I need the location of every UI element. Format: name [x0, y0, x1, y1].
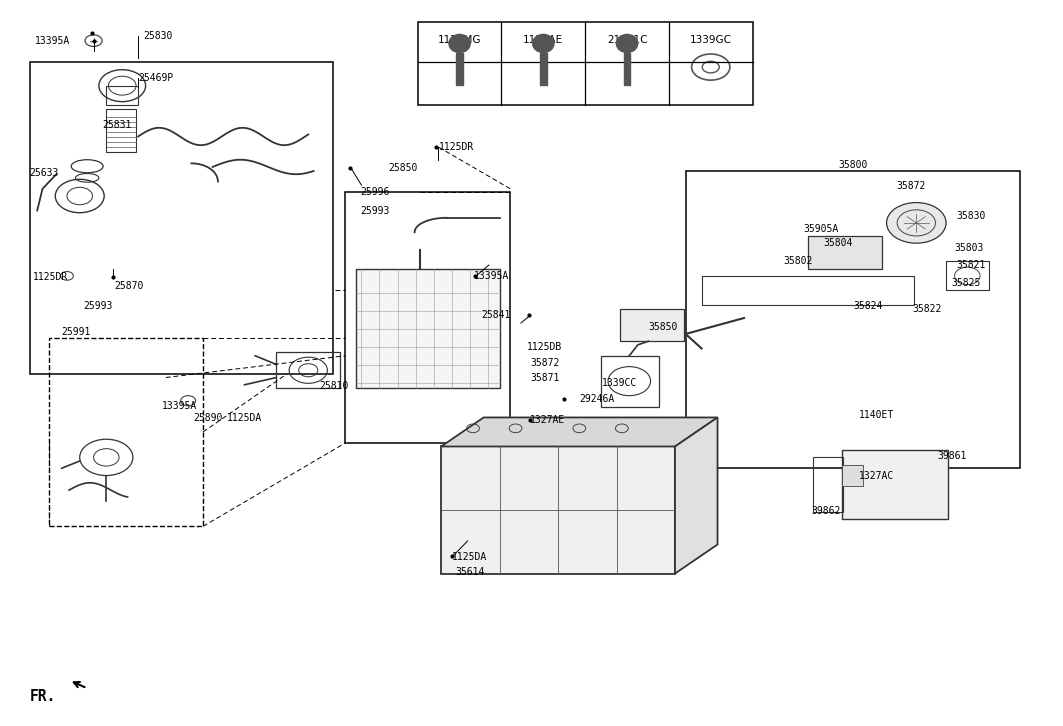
Bar — [808, 236, 882, 269]
Bar — [540, 52, 546, 85]
Text: 35614: 35614 — [455, 567, 485, 577]
Ellipse shape — [533, 34, 554, 52]
Text: 35830: 35830 — [957, 211, 986, 221]
Bar — [624, 52, 630, 85]
Text: 1339GC: 1339GC — [690, 35, 731, 45]
Text: 35800: 35800 — [839, 160, 868, 170]
Bar — [946, 261, 989, 290]
Text: 35821: 35821 — [957, 260, 986, 270]
Text: 1125DR: 1125DR — [439, 142, 474, 152]
Text: 25890: 25890 — [193, 413, 223, 423]
Text: 39862: 39862 — [811, 506, 841, 516]
Text: 1339CC: 1339CC — [602, 378, 637, 388]
Text: 25841: 25841 — [482, 310, 511, 320]
Text: 13395A: 13395A — [35, 36, 70, 46]
Text: 35824: 35824 — [854, 301, 883, 311]
Bar — [441, 446, 675, 574]
Text: 29246A: 29246A — [579, 394, 614, 404]
Text: 25991: 25991 — [62, 327, 91, 337]
Text: 1327AC: 1327AC — [859, 470, 894, 481]
Text: 1125DR: 1125DR — [33, 272, 68, 282]
Text: 25993: 25993 — [83, 301, 113, 311]
Text: 35872: 35872 — [530, 358, 560, 368]
Circle shape — [887, 203, 946, 243]
Text: 1123MG: 1123MG — [438, 35, 482, 45]
Bar — [601, 356, 659, 407]
Bar — [276, 352, 340, 388]
Bar — [456, 52, 462, 85]
Text: 25810: 25810 — [319, 381, 349, 391]
Bar — [686, 171, 1020, 468]
Text: 35850: 35850 — [648, 322, 678, 333]
Text: 35825: 35825 — [951, 278, 981, 288]
Text: 35872: 35872 — [896, 181, 926, 191]
Ellipse shape — [449, 34, 470, 52]
Bar — [702, 276, 914, 305]
Text: 25831: 25831 — [102, 120, 132, 130]
Text: 1140ET: 1140ET — [859, 410, 894, 420]
Text: 25870: 25870 — [115, 281, 145, 291]
Text: 1125DA: 1125DA — [452, 552, 487, 562]
Ellipse shape — [617, 34, 638, 52]
Text: 1125DA: 1125DA — [226, 413, 261, 423]
Bar — [842, 450, 948, 519]
Text: 35802: 35802 — [783, 256, 813, 266]
Bar — [49, 338, 203, 526]
Text: 35822: 35822 — [912, 303, 942, 314]
Bar — [106, 86, 138, 105]
Text: 21841C: 21841C — [607, 35, 647, 45]
Bar — [345, 192, 510, 443]
Text: 1125AE: 1125AE — [523, 35, 563, 45]
Text: 25633: 25633 — [30, 168, 60, 178]
Text: 25830: 25830 — [144, 31, 173, 41]
Text: 39861: 39861 — [938, 451, 967, 461]
Text: 35803: 35803 — [955, 243, 984, 253]
Bar — [106, 109, 136, 152]
Text: 35804: 35804 — [824, 238, 854, 248]
Text: 1125DB: 1125DB — [527, 342, 562, 352]
Text: 25993: 25993 — [360, 205, 390, 216]
Polygon shape — [675, 417, 718, 574]
Text: 35905A: 35905A — [804, 224, 839, 234]
Text: 13395A: 13395A — [474, 271, 509, 281]
Text: 35871: 35871 — [530, 373, 560, 383]
Text: 25996: 25996 — [360, 187, 390, 197]
Bar — [813, 457, 843, 512]
Text: 25469P: 25469P — [138, 73, 173, 83]
Text: 13395A: 13395A — [162, 401, 197, 411]
Bar — [356, 269, 500, 388]
Text: 25850: 25850 — [388, 163, 418, 173]
Text: 1327AE: 1327AE — [529, 415, 564, 425]
Text: FR.: FR. — [30, 690, 56, 704]
Bar — [30, 62, 333, 374]
Bar — [418, 22, 753, 105]
Bar — [842, 465, 863, 486]
Bar — [620, 309, 684, 341]
Polygon shape — [441, 417, 718, 446]
